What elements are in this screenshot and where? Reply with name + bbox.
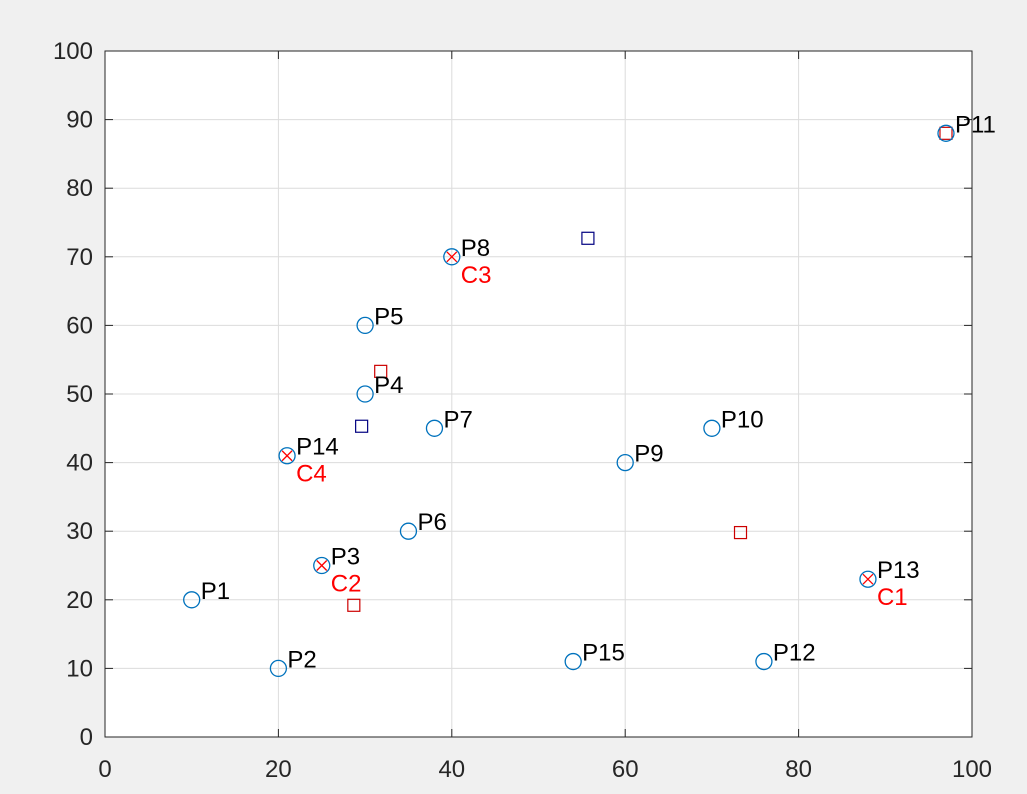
center-marker-stroke (446, 251, 458, 263)
y-tick-label: 10 (66, 655, 93, 682)
ticks (104, 50, 973, 738)
square-marker (374, 364, 388, 378)
gridlines (105, 51, 972, 737)
point-label: P15 (582, 640, 625, 667)
point-label: P3 (331, 544, 360, 571)
point-label: P4 (374, 372, 403, 399)
y-tick-label: 20 (66, 587, 93, 614)
square-marker (347, 598, 361, 612)
y-tick-labels: 0 10 20 30 40 50 60 70 80 90 100 (53, 38, 93, 751)
square-marker (939, 126, 953, 140)
point-marker (313, 556, 331, 575)
center-markers (281, 251, 874, 585)
square-markers (347, 126, 953, 612)
point-label: P10 (721, 406, 764, 433)
center-marker-stroke (862, 573, 874, 585)
center-marker-stroke (316, 560, 328, 571)
x-tick-label: 60 (612, 756, 639, 783)
point-marker (425, 419, 444, 437)
point-marker (859, 570, 877, 588)
point-marker (356, 316, 374, 335)
center-marker (446, 251, 458, 263)
center-label: C4 (296, 461, 327, 488)
point-label: P8 (461, 235, 490, 262)
x-tick-labels: 0 20 40 60 80 100 (98, 756, 992, 783)
y-tick-label: 90 (66, 107, 93, 134)
point-label: P5 (374, 303, 403, 330)
y-tick-label: 0 (80, 724, 93, 751)
x-tick-label: 0 (98, 756, 111, 783)
point-marker (356, 385, 374, 403)
point-label: P9 (634, 441, 663, 468)
y-tick-label: 50 (66, 381, 93, 408)
center-label: C2 (331, 571, 362, 598)
y-tick-label: 70 (66, 244, 93, 271)
center-labels: C1 C2 C3 C4 (296, 262, 908, 611)
y-tick-label: 60 (66, 312, 93, 339)
point-label: P2 (287, 646, 316, 673)
point-label: P1 (201, 578, 230, 605)
square-marker (355, 419, 369, 433)
x-tick-label: 20 (265, 756, 292, 783)
point-marker (183, 591, 201, 609)
center-label: C3 (461, 262, 492, 289)
point-label: P13 (877, 557, 920, 584)
point-marker (269, 659, 288, 678)
y-tick-label: 40 (66, 450, 93, 477)
center-label: C1 (877, 584, 908, 611)
point-marker (278, 447, 296, 465)
point-marker (564, 652, 582, 671)
center-marker-stroke (281, 450, 293, 462)
square-marker (581, 231, 595, 245)
point-marker (755, 652, 773, 671)
square-marker (733, 525, 748, 540)
point-labels: P1 P2 P3 P4 P5 P6 P7 P8 P9 P10 P11 P12 P13 P14 P15 (201, 111, 996, 673)
point-label: P12 (773, 640, 816, 667)
point-markers (183, 124, 955, 678)
center-marker (316, 560, 328, 571)
x-tick-label: 100 (952, 756, 992, 783)
point-marker (616, 453, 634, 472)
point-label: P14 (296, 434, 339, 461)
point-marker (399, 522, 418, 540)
point-marker (443, 248, 461, 266)
y-tick-label: 80 (66, 175, 93, 202)
point-label: P11 (955, 111, 996, 138)
point-marker (703, 419, 721, 437)
center-marker (281, 450, 293, 462)
point-label: P6 (417, 509, 446, 536)
point-label: P7 (443, 406, 472, 433)
center-marker (862, 573, 874, 585)
x-tick-label: 80 (785, 756, 812, 783)
x-tick-label: 40 (438, 756, 465, 783)
y-tick-label: 30 (66, 518, 93, 545)
point-marker (937, 124, 955, 142)
y-tick-label: 100 (53, 38, 93, 65)
